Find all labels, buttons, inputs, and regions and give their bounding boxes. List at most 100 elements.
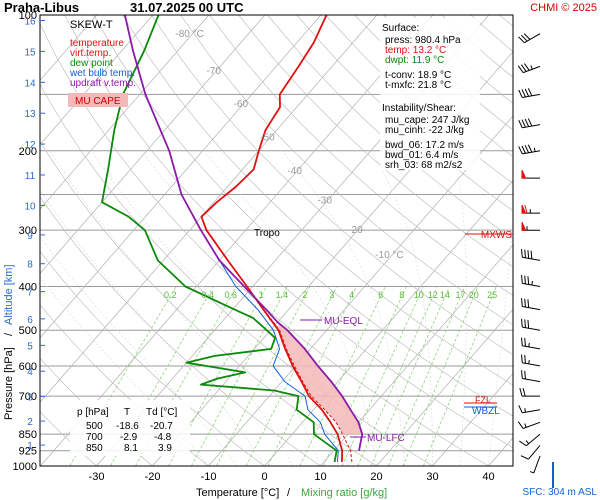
wind-barb-pennant [521,169,527,179]
pressure-tick-label: 500 [19,325,37,337]
mixing-ratio-line [299,286,386,466]
surface-tmxfc: t-mxfc: 21.8 °C [385,80,451,91]
legend-dew-point: dew point [70,58,113,69]
table-row-850-t: 8.1 [124,443,138,454]
mixing-ratio-line [216,286,311,466]
ylabel-pressure: Pressure [hPa] [3,347,15,420]
wind-barb [518,33,541,44]
wind-barb-feather [517,65,524,73]
dry-adiabat [267,15,513,240]
wind-barb-half-feather [524,423,527,428]
isotherm-label: -10 °C [375,250,403,261]
altitude-tick-label: 5 [27,341,33,352]
mixing-ratio-label: 6 [378,290,383,300]
wind-barb-feather [518,36,525,44]
wind-barb-staff [522,326,541,331]
dry-adiabat [180,15,513,326]
tropo-label: Tropo [254,228,280,239]
surface-press: press: 980.4 hPa [385,35,461,46]
dry-adiabat [64,15,513,449]
altitude-tick-label: 1 [27,441,33,452]
wind-barb-feather [524,118,530,127]
ylabel-altitude: Altitude [km] [3,264,15,325]
isotherm-label: -30 [317,196,332,207]
wind-barb-feather [523,33,531,40]
wind-barb-half-feather [533,147,536,152]
wind-barb-staff [522,421,541,429]
wind-barb-pennant [521,204,527,214]
mixing-ratio-label: 4 [349,290,354,300]
moist-adiabat [203,150,377,466]
wind-barb [517,63,541,74]
wind-barb-feather [524,319,526,328]
wind-barb-feather [520,34,528,42]
table-row-500-p: 500 [86,421,103,432]
mixing-ratio-line [387,286,466,466]
wind-barb-half-feather [529,471,535,474]
moist-adiabat [40,189,265,466]
table-row-500-t: -18.6 [116,421,139,432]
wind-barb [521,354,541,367]
info-panel-bg [380,18,480,170]
isotherm-line [376,308,513,466]
wind-barb-staff [522,362,541,367]
isotherm-line [40,15,154,146]
axis-ticks: -30 -20 -10 0 10 20 30 401002003004005006007008… [13,10,495,483]
mixing-ratio-line [110,286,214,466]
mu-cinh-value: mu_cinh: -22 J/kg [385,125,464,136]
wind-barb-staff [525,433,541,447]
wind-barb [521,318,541,331]
altitude-tick-label: 14 [24,78,36,89]
mxws-label: MXWS [481,230,512,241]
isotherm-line [545,15,600,466]
wind-barb-feather [521,119,526,128]
mixing-ratio-label: 8 [399,290,404,300]
wind-barb-feather [520,64,527,72]
surface-temp: temp: 13.2 °C [385,45,446,56]
mu-cape-value: mu_cape: 247 J/kg [385,115,470,126]
temperature-tick-label: -20 [145,471,161,483]
wind-barb-staff [533,455,541,474]
temperature-tick-label: -30 [89,471,105,483]
legend-updraft: updraft v.temp. [70,78,136,89]
isotherm-line [320,244,513,466]
profile-wet-bulb-temp [200,229,339,463]
moist-adiabat [452,150,467,466]
fzl-label: FZL [475,395,491,405]
isotherm-label: -50 [260,133,275,144]
bwd-06-value: bwd_06: 17.2 m/s [385,140,464,151]
surface-dwpt: dwpt: 11.9 °C [385,55,444,66]
dry-adiabat [122,15,513,386]
table-header-td: Td [°C] [146,407,177,418]
mixing-ratio-line [370,286,450,466]
wind-barb [521,298,541,311]
mixing-ratio-label: 25 [487,290,497,300]
mixing-ratio-label: 0.4 [201,290,214,300]
wind-barb-feather [522,387,526,397]
legend-wet-bulb: wet bulb temp. [69,68,135,79]
mixing-ratio-line [135,286,237,466]
mixing-ratio-label: 0.6 [224,290,237,300]
legend-title: SKEW-T [70,19,113,31]
isotherm-label: -40 [287,166,302,177]
moist-adiabat [49,150,293,466]
legend: SKEW-T temperature virt.temp. dew point … [68,19,136,107]
wind-barb-half-feather [531,281,534,286]
isotherm-line [40,15,434,466]
mixing-ratio-label: 1.4 [276,290,289,300]
wind-barb-feather [524,204,528,214]
mixing-ratio-label: 20 [469,290,479,300]
mixing-ratio-label: 0.2 [164,290,177,300]
table-row-850-td: 3.9 [158,443,172,454]
xlabel-mix: Mixing ratio [g/kg] [301,487,387,499]
table-row-700-t: -2.9 [120,432,138,443]
wind-barb-feather [527,250,530,259]
profile-temperature [200,15,344,463]
wind-barb-pennant [521,221,527,231]
info-panel: Surface: press: 980.4 hPa temp: 13.2 °C … [380,18,480,171]
xlabel-temp: Temperature [°C] [196,487,279,499]
wind-barb-feather [518,405,523,414]
temperature-tick-label: 10 [314,471,326,483]
pressure-tick-label: 850 [19,429,37,441]
